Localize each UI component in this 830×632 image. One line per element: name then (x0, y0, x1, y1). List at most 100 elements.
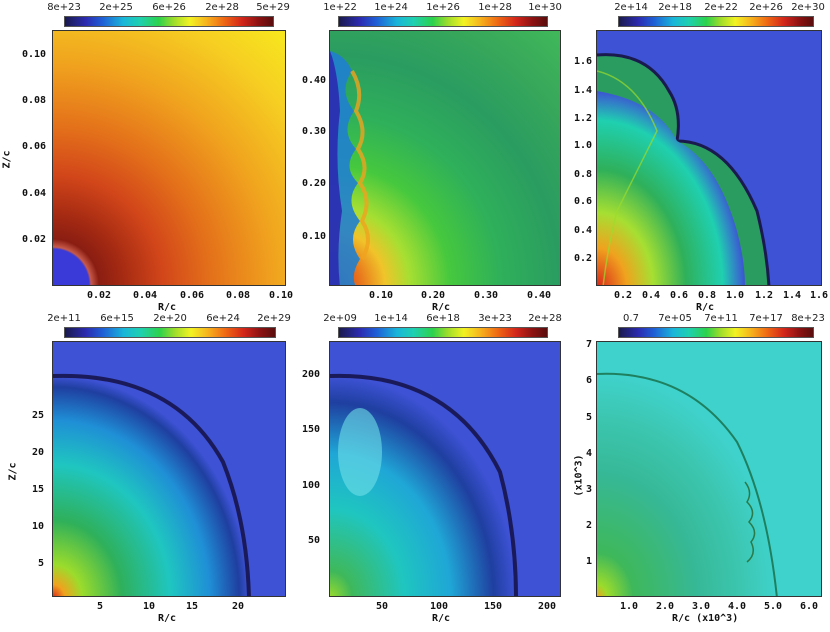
colorbar-3-label-4: 2e+30 (791, 2, 825, 13)
p6-xtick-2: 3.0 (692, 601, 711, 612)
p2-xlabel: R/c (432, 302, 451, 313)
p3-xtick-0: 0.2 (614, 290, 633, 301)
p2-xtick-0: 0.10 (369, 290, 394, 301)
p6-xtick-4: 5.0 (764, 601, 783, 612)
p1-xtick-4: 0.10 (269, 290, 294, 301)
plot-2-jet-overlay (330, 51, 370, 285)
p3-xlabel: R/c (696, 302, 715, 313)
colorbar-1-label-4: 5e+29 (256, 2, 290, 13)
colorbar-5-label-4: 2e+28 (528, 313, 562, 324)
plot-6-shock-overlay (597, 372, 778, 596)
colorbar-6-label-2: 7e+11 (704, 313, 738, 324)
p3-xtick-1: 0.4 (642, 290, 661, 301)
plot-6 (596, 341, 822, 597)
p5-xtick-0: 50 (376, 601, 389, 612)
colorbar-1 (64, 16, 274, 27)
p1-ylabel: Z/c (1, 150, 13, 169)
p3-xtick-5: 1.2 (755, 290, 774, 301)
p2-xtick-3: 0.40 (527, 290, 552, 301)
colorbar-5-label-2: 6e+18 (426, 313, 460, 324)
colorbar-2-label-2: 1e+26 (426, 2, 460, 13)
p1-xtick-1: 0.04 (133, 290, 158, 301)
p3-xtick-6: 1.4 (783, 290, 802, 301)
p6-ytick-2: 3 (586, 484, 593, 495)
p6-ytick-1: 2 (586, 520, 593, 531)
colorbar-6 (618, 327, 814, 338)
p6-xtick-1: 2.0 (656, 601, 675, 612)
colorbar-3-label-1: 2e+18 (658, 2, 692, 13)
p6-ytick-4: 5 (586, 412, 593, 423)
p4-xtick-2: 15 (186, 601, 199, 612)
p4-ytick-3: 20 (32, 447, 45, 458)
p2-ytick-2: 0.30 (302, 126, 327, 137)
colorbar-6-label-4: 8e+23 (791, 313, 825, 324)
p3-ytick-5: 1.2 (574, 113, 593, 124)
colorbar-3-label-3: 2e+26 (749, 2, 783, 13)
colorbar-2 (338, 16, 548, 27)
colorbar-3-label-2: 2e+22 (704, 2, 738, 13)
p5-ytick-0: 50 (308, 535, 321, 546)
p4-ytick-2: 15 (32, 484, 45, 495)
colorbar-3 (618, 16, 814, 27)
p6-xtick-3: 4.0 (728, 601, 747, 612)
p5-xlabel: R/c (432, 613, 451, 624)
colorbar-6-label-1: 7e+05 (658, 313, 692, 324)
p2-ytick-1: 0.20 (302, 178, 327, 189)
colorbar-2-label-4: 1e+30 (528, 2, 562, 13)
p4-ytick-4: 25 (32, 410, 45, 421)
colorbar-6-label-0: 0.7 (623, 313, 639, 324)
p6-xlabel: R/c (x10^3) (672, 613, 739, 624)
colorbar-2-label-3: 1e+28 (478, 2, 512, 13)
p6-xtick-0: 1.0 (620, 601, 639, 612)
p4-ytick-0: 5 (38, 558, 45, 569)
p3-xtick-4: 1.0 (726, 290, 745, 301)
colorbar-5 (338, 327, 548, 338)
colorbar-3-label-0: 2e+14 (614, 2, 648, 13)
p2-ytick-0: 0.10 (302, 231, 327, 242)
plot-3 (596, 30, 822, 286)
colorbar-4-label-4: 2e+29 (257, 313, 291, 324)
p1-ytick-3: 0.08 (22, 95, 47, 106)
p3-ytick-2: 0.6 (574, 196, 593, 207)
p6-xtick-5: 6.0 (800, 601, 819, 612)
p4-xtick-0: 5 (97, 601, 104, 612)
plot-5 (329, 341, 561, 597)
colorbar-1-label-2: 6e+26 (152, 2, 186, 13)
p1-xlabel: R/c (158, 302, 177, 313)
colorbar-5-label-3: 3e+23 (478, 313, 512, 324)
p1-ytick-1: 0.04 (22, 188, 47, 199)
plot-1 (52, 30, 286, 286)
p4-xtick-3: 20 (232, 601, 245, 612)
colorbar-4 (64, 327, 276, 338)
p6-ylabel: (x10^3) (573, 454, 585, 497)
p3-ytick-1: 0.4 (574, 225, 593, 236)
p2-ytick-3: 0.40 (302, 75, 327, 86)
p4-ytick-1: 10 (32, 521, 45, 532)
p5-ytick-2: 150 (302, 424, 321, 435)
p6-ytick-6: 7 (586, 339, 593, 350)
colorbar-1-label-3: 2e+28 (205, 2, 239, 13)
plot-5-shock-overlay (330, 373, 518, 596)
p1-xtick-3: 0.08 (226, 290, 251, 301)
colorbar-5-label-0: 2e+09 (323, 313, 357, 324)
colorbar-4-label-0: 2e+11 (47, 313, 81, 324)
colorbar-1-label-1: 2e+25 (99, 2, 133, 13)
colorbar-1-label-0: 8e+23 (47, 2, 81, 13)
p3-ytick-7: 1.6 (574, 56, 593, 67)
plot-2 (329, 30, 561, 286)
p5-xtick-2: 150 (484, 601, 503, 612)
p5-ytick-1: 100 (302, 480, 321, 491)
p6-ytick-3: 4 (586, 448, 593, 459)
colorbar-2-label-0: 1e+22 (323, 2, 357, 13)
p5-ytick-3: 200 (302, 369, 321, 380)
p3-ytick-0: 0.2 (574, 253, 593, 264)
plot-4 (52, 341, 286, 597)
p3-ytick-4: 1.0 (574, 140, 593, 151)
p3-ytick-3: 0.8 (574, 169, 593, 180)
p4-xlabel: R/c (158, 613, 177, 624)
p1-ytick-4: 0.10 (22, 49, 47, 60)
p5-xtick-3: 200 (538, 601, 557, 612)
p3-xtick-7: 1.6 (810, 290, 829, 301)
p3-ytick-6: 1.4 (574, 85, 593, 96)
p2-xtick-1: 0.20 (421, 290, 446, 301)
